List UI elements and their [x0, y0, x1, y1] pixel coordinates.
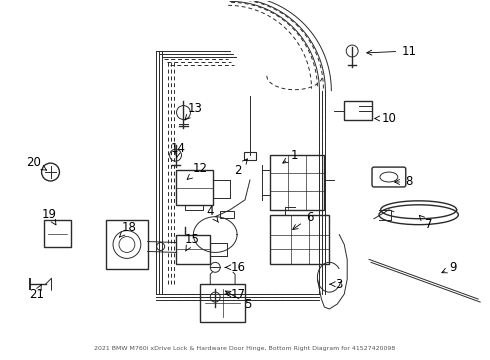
Text: 7: 7 — [419, 215, 432, 231]
Bar — [44, 220, 72, 247]
Bar — [220, 211, 234, 218]
Bar — [344, 100, 372, 121]
Text: 19: 19 — [42, 208, 57, 225]
Text: 6: 6 — [293, 211, 313, 229]
Bar — [270, 155, 324, 210]
Text: 2: 2 — [234, 159, 247, 176]
Bar — [270, 215, 329, 264]
Text: 5: 5 — [225, 291, 252, 311]
Text: 18: 18 — [120, 221, 136, 237]
Text: 8: 8 — [394, 175, 413, 189]
Text: 20: 20 — [26, 156, 47, 170]
Text: 9: 9 — [442, 261, 457, 274]
Bar — [244, 152, 256, 160]
Text: 10: 10 — [375, 112, 396, 125]
Text: 11: 11 — [367, 45, 416, 58]
Text: 15: 15 — [185, 233, 200, 251]
Bar — [106, 220, 148, 269]
Text: 12: 12 — [187, 162, 208, 179]
Text: 16: 16 — [225, 261, 245, 274]
Text: 14: 14 — [171, 142, 186, 158]
Bar — [175, 170, 213, 205]
Bar — [200, 284, 245, 322]
Bar — [175, 235, 210, 264]
Text: 13: 13 — [185, 102, 203, 120]
Text: 21: 21 — [29, 285, 44, 301]
Text: 1: 1 — [283, 149, 298, 163]
Text: 2021 BMW M760i xDrive Lock & Hardware Door Hinge, Bottom Right Diagram for 41527: 2021 BMW M760i xDrive Lock & Hardware Do… — [95, 346, 395, 351]
Text: 3: 3 — [330, 278, 343, 291]
Text: 4: 4 — [206, 205, 219, 222]
Text: 17: 17 — [225, 288, 245, 301]
